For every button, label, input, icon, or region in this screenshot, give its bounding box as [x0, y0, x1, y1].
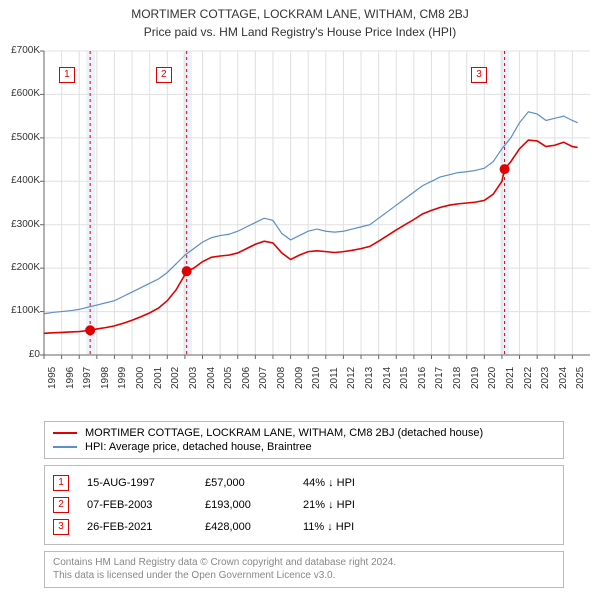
x-tick-label: 2017	[434, 367, 445, 389]
chart-titles: MORTIMER COTTAGE, LOCKRAM LANE, WITHAM, …	[0, 0, 600, 39]
x-tick-label: 2023	[540, 367, 551, 389]
x-tick-label: 2024	[558, 367, 569, 389]
legend-swatch	[53, 446, 77, 448]
x-tick-label: 2020	[487, 367, 498, 389]
event-price: £428,000	[205, 521, 285, 533]
x-tick-label: 2009	[294, 367, 305, 389]
y-tick-label: £300K	[0, 219, 40, 230]
x-tick-label: 2018	[452, 367, 463, 389]
x-tick-label: 2003	[188, 367, 199, 389]
y-tick-label: £100K	[0, 305, 40, 316]
y-tick-label: £0	[0, 349, 40, 360]
x-tick-label: 2011	[329, 367, 340, 389]
x-tick-label: 2021	[505, 367, 516, 389]
events-table: 1 15-AUG-1997 £57,000 44% ↓ HPI 2 07-FEB-2003…	[44, 465, 564, 545]
x-tick-label: 2001	[153, 367, 164, 389]
footer-attribution: Contains HM Land Registry data © Crown c…	[44, 551, 564, 588]
y-tick-label: £500K	[0, 132, 40, 143]
x-tick-label: 2015	[399, 367, 410, 389]
x-tick-label: 1995	[47, 367, 58, 389]
footer-line: This data is licensed under the Open Gov…	[53, 569, 555, 583]
y-tick-label: £700K	[0, 45, 40, 56]
event-marker-1: 1	[59, 67, 75, 83]
plot-area: £0 £100K £200K £300K £400K £500K £600K £700K 19…	[0, 45, 600, 415]
x-tick-label: 1997	[82, 367, 93, 389]
x-tick-label: 2004	[206, 367, 217, 389]
x-tick-label: 2000	[135, 367, 146, 389]
event-price: £57,000	[205, 477, 285, 489]
x-tick-label: 2012	[346, 367, 357, 389]
x-tick-label: 2002	[170, 367, 181, 389]
x-tick-label: 2007	[258, 367, 269, 389]
y-tick-label: £200K	[0, 262, 40, 273]
event-delta: 21% ↓ HPI	[303, 499, 355, 511]
event-delta: 11% ↓ HPI	[303, 521, 354, 533]
y-tick-label: £400K	[0, 175, 40, 186]
event-marker-3: 3	[471, 67, 487, 83]
x-tick-label: 2016	[417, 367, 428, 389]
event-marker-2: 2	[156, 67, 172, 83]
x-tick-label: 2006	[241, 367, 252, 389]
x-tick-label: 2008	[276, 367, 287, 389]
event-row: 2 07-FEB-2003 £193,000 21% ↓ HPI	[53, 494, 555, 516]
event-marker: 3	[53, 519, 69, 535]
x-tick-label: 2013	[364, 367, 375, 389]
x-tick-label: 2022	[523, 367, 534, 389]
legend-item: MORTIMER COTTAGE, LOCKRAM LANE, WITHAM, …	[53, 426, 555, 440]
chart-container: MORTIMER COTTAGE, LOCKRAM LANE, WITHAM, …	[0, 0, 600, 588]
x-tick-label: 1996	[65, 367, 76, 389]
event-marker: 2	[53, 497, 69, 513]
x-tick-label: 1999	[117, 367, 128, 389]
legend: MORTIMER COTTAGE, LOCKRAM LANE, WITHAM, …	[44, 421, 564, 459]
event-delta: 44% ↓ HPI	[303, 477, 355, 489]
legend-item: HPI: Average price, detached house, Brai…	[53, 440, 555, 454]
event-date: 26-FEB-2021	[87, 521, 187, 533]
x-tick-label: 2014	[382, 367, 393, 389]
legend-label: MORTIMER COTTAGE, LOCKRAM LANE, WITHAM, …	[85, 427, 483, 439]
event-marker: 1	[53, 475, 69, 491]
x-tick-label: 2005	[223, 367, 234, 389]
x-tick-label: 1998	[100, 367, 111, 389]
event-price: £193,000	[205, 499, 285, 511]
x-tick-label: 2025	[575, 367, 586, 389]
footer-line: Contains HM Land Registry data © Crown c…	[53, 556, 555, 570]
chart-subtitle: Price paid vs. HM Land Registry's House …	[0, 25, 600, 39]
legend-swatch	[53, 432, 77, 434]
chart-title: MORTIMER COTTAGE, LOCKRAM LANE, WITHAM, …	[0, 6, 600, 23]
legend-label: HPI: Average price, detached house, Brai…	[85, 441, 312, 453]
x-tick-label: 2019	[470, 367, 481, 389]
chart-svg	[0, 45, 600, 415]
event-date: 07-FEB-2003	[87, 499, 187, 511]
x-tick-label: 2010	[311, 367, 322, 389]
y-tick-label: £600K	[0, 88, 40, 99]
event-row: 3 26-FEB-2021 £428,000 11% ↓ HPI	[53, 516, 555, 538]
event-date: 15-AUG-1997	[87, 477, 187, 489]
event-row: 1 15-AUG-1997 £57,000 44% ↓ HPI	[53, 472, 555, 494]
